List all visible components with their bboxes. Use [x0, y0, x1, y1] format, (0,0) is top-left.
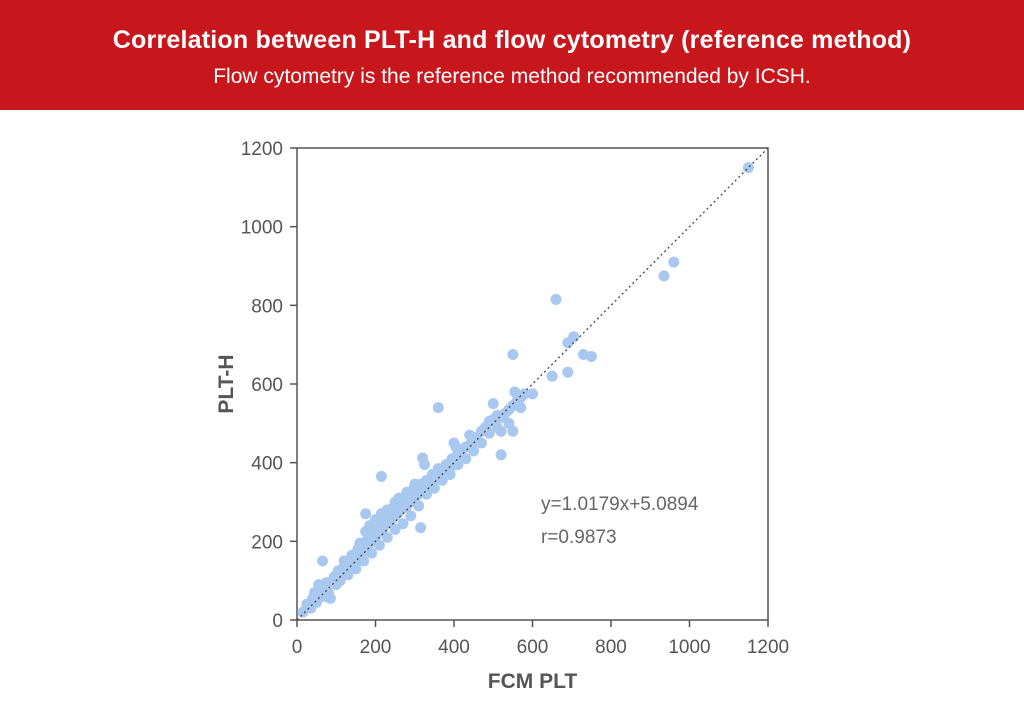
y-tick-label: 1200	[241, 139, 283, 160]
data-point	[509, 386, 521, 398]
x-tick-label: 1200	[747, 637, 789, 658]
data-point	[389, 524, 401, 536]
data-point	[487, 398, 499, 410]
chart-subtitle: Flow cytometry is the reference method r…	[213, 65, 811, 88]
data-point	[317, 555, 329, 567]
chart-title: Correlation between PLT-H and flow cytom…	[112, 26, 912, 54]
data-point	[397, 518, 409, 530]
data-point	[432, 402, 444, 414]
regression-equation: y=1.0179x+5.0894	[541, 494, 699, 515]
data-point	[360, 508, 372, 520]
data-point	[393, 492, 405, 504]
data-point	[742, 162, 754, 174]
data-point	[483, 427, 495, 439]
data-point	[381, 504, 393, 516]
data-point	[409, 478, 421, 490]
y-tick-label: 0	[272, 611, 283, 632]
data-point	[444, 468, 456, 480]
data-point	[468, 445, 480, 457]
data-point	[495, 425, 507, 437]
x-tick-label: 400	[438, 637, 470, 658]
x-tick-label: 600	[517, 637, 549, 658]
x-axis-ticks: 0 200 400 600 800 1000 1200	[292, 620, 789, 658]
y-axis-label: PLT-H	[215, 354, 238, 413]
data-point	[421, 488, 433, 500]
data-point	[373, 539, 385, 551]
y-tick-label: 600	[251, 375, 283, 396]
data-point	[375, 470, 387, 482]
data-point	[413, 500, 425, 512]
data-point	[585, 350, 597, 362]
data-point	[668, 256, 680, 268]
y-tick-label: 400	[251, 454, 283, 475]
x-tick-label: 1000	[668, 637, 710, 658]
correlation-coefficient: r=0.9873	[541, 527, 617, 548]
data-point	[354, 537, 366, 549]
reference-line	[296, 147, 769, 621]
data-point	[495, 449, 507, 461]
data-point	[546, 370, 558, 382]
data-point	[401, 486, 413, 498]
data-point	[428, 482, 440, 494]
data-point	[320, 590, 332, 602]
x-axis-label: FCM PLT	[488, 670, 578, 693]
data-point	[381, 531, 393, 543]
data-point	[415, 522, 427, 534]
data-point	[527, 388, 538, 400]
data-point	[338, 555, 350, 567]
data-point	[507, 425, 519, 437]
y-axis-ticks: 0 200 400 600 800 1000 1200	[241, 139, 297, 632]
data-point	[450, 441, 462, 453]
y-tick-label: 1000	[241, 218, 283, 239]
data-point	[550, 293, 562, 305]
data-point	[350, 563, 362, 575]
data-point	[562, 366, 574, 378]
data-point	[419, 459, 431, 471]
data-point	[568, 331, 580, 343]
data-point	[507, 349, 519, 360]
reference-line-group	[296, 147, 769, 621]
x-tick-label: 800	[595, 637, 627, 658]
x-tick-label: 0	[292, 637, 303, 658]
data-point	[515, 402, 527, 414]
y-tick-label: 200	[251, 532, 283, 553]
y-tick-label: 800	[251, 296, 283, 317]
data-point	[358, 555, 370, 567]
data-point	[405, 510, 417, 522]
header-banner: Correlation between PLT-H and flow cytom…	[0, 0, 1024, 110]
data-point	[658, 270, 670, 282]
data-point	[452, 459, 464, 471]
scatter-chart: 0 200 400 600 800 1000 1200 0 200 400 600 800 1000 1…	[215, 139, 789, 693]
points-group	[297, 162, 754, 618]
data-point	[475, 437, 487, 449]
data-point	[519, 388, 531, 400]
data-point	[342, 569, 354, 581]
data-point	[346, 549, 358, 561]
data-point	[464, 429, 476, 441]
x-tick-label: 200	[360, 637, 392, 658]
data-point	[366, 547, 378, 559]
data-point	[460, 453, 472, 465]
